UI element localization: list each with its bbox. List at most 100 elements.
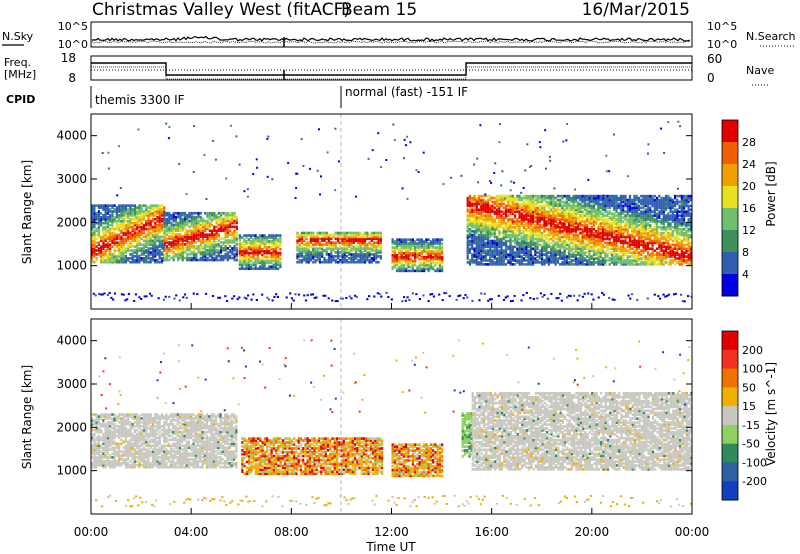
power-cell — [238, 263, 241, 267]
power-cell — [471, 259, 474, 262]
power-cell — [217, 248, 220, 252]
power-cell — [411, 267, 414, 271]
power-cell — [296, 241, 299, 244]
power-cell — [245, 245, 248, 249]
power-cell — [197, 247, 200, 250]
power-cell — [93, 206, 96, 209]
power-cell — [628, 245, 632, 249]
power-cell — [502, 255, 505, 258]
power-cell — [312, 251, 315, 254]
power-cell — [192, 219, 196, 223]
power-cell — [441, 255, 444, 259]
power-cell — [158, 235, 161, 239]
power-cell — [111, 241, 114, 244]
power-cell — [475, 198, 478, 202]
power-cell — [91, 243, 94, 246]
power-cell — [259, 265, 262, 269]
power-cell — [559, 251, 562, 254]
power-cell — [363, 233, 367, 237]
power-cell — [156, 260, 159, 264]
power-cell — [402, 248, 405, 251]
power-cell — [556, 208, 559, 212]
power-cell — [341, 237, 344, 241]
power-cell — [140, 237, 143, 241]
power-cell — [206, 221, 209, 225]
power-cell — [363, 235, 367, 239]
power-cell — [133, 258, 137, 262]
power-cell — [124, 237, 128, 241]
power-cell — [468, 243, 472, 247]
power-cell — [250, 267, 253, 270]
power-cell — [561, 231, 564, 235]
power-cell — [540, 208, 544, 212]
power-cell — [195, 219, 198, 223]
power-cell — [628, 210, 632, 214]
power-cell — [626, 204, 629, 208]
power-cell — [350, 239, 353, 243]
power-cell — [574, 214, 578, 217]
power-cell — [375, 237, 378, 241]
power-cell — [348, 253, 351, 256]
power-cell — [379, 237, 382, 241]
power-cell — [106, 235, 109, 239]
power-cell — [527, 255, 530, 258]
power-cell — [574, 206, 578, 210]
power-cell — [131, 257, 134, 260]
power-cell — [321, 239, 324, 243]
power-cell — [536, 261, 539, 264]
power-cell — [615, 226, 618, 229]
power-cell — [104, 214, 107, 217]
power-cell — [565, 227, 568, 231]
power-cell — [583, 220, 587, 223]
power-cell — [574, 235, 578, 239]
power-cell — [608, 239, 611, 243]
power-cell — [635, 263, 638, 266]
power-cell — [305, 237, 308, 241]
power-cell — [434, 238, 437, 241]
power-cell — [402, 244, 405, 247]
power-cell — [420, 267, 423, 271]
power-cell — [610, 194, 614, 198]
power-cell — [581, 251, 584, 254]
power-cell — [522, 263, 526, 266]
power-cell — [226, 252, 229, 256]
power-cell — [606, 198, 609, 202]
power-cell — [601, 218, 605, 221]
power-cell — [361, 247, 364, 250]
power-cell — [518, 229, 521, 233]
power-cell — [520, 237, 523, 241]
power-cell — [127, 249, 130, 252]
power-cell — [550, 251, 553, 254]
power-cell — [127, 208, 130, 211]
power-cell — [151, 219, 155, 223]
power-cell — [272, 267, 275, 270]
power-cell — [343, 253, 346, 256]
power-cell — [531, 214, 535, 217]
power-cell — [402, 269, 405, 273]
power-cell — [235, 250, 238, 254]
power-cell — [482, 263, 485, 266]
power-cell — [414, 244, 417, 247]
power-cell — [177, 254, 180, 258]
power-cell — [156, 227, 159, 231]
power-cell — [471, 214, 474, 217]
power-cell — [606, 249, 609, 253]
power-cell — [140, 229, 143, 233]
power-cell — [170, 217, 173, 221]
power-cell — [477, 257, 481, 260]
power-cell — [115, 235, 118, 239]
power-cell — [622, 204, 625, 208]
power-cell — [102, 214, 105, 217]
power-cell — [393, 253, 396, 257]
power-cell — [172, 252, 175, 256]
power-cell — [122, 225, 125, 229]
power-cell — [489, 204, 492, 208]
power-cell — [359, 235, 362, 239]
power-cell — [473, 226, 476, 229]
power-cell — [482, 257, 485, 260]
power-cell — [536, 229, 539, 233]
power-cell — [644, 198, 647, 202]
power-cell — [466, 214, 469, 217]
power-cell — [613, 196, 616, 200]
power-cell — [579, 206, 582, 210]
